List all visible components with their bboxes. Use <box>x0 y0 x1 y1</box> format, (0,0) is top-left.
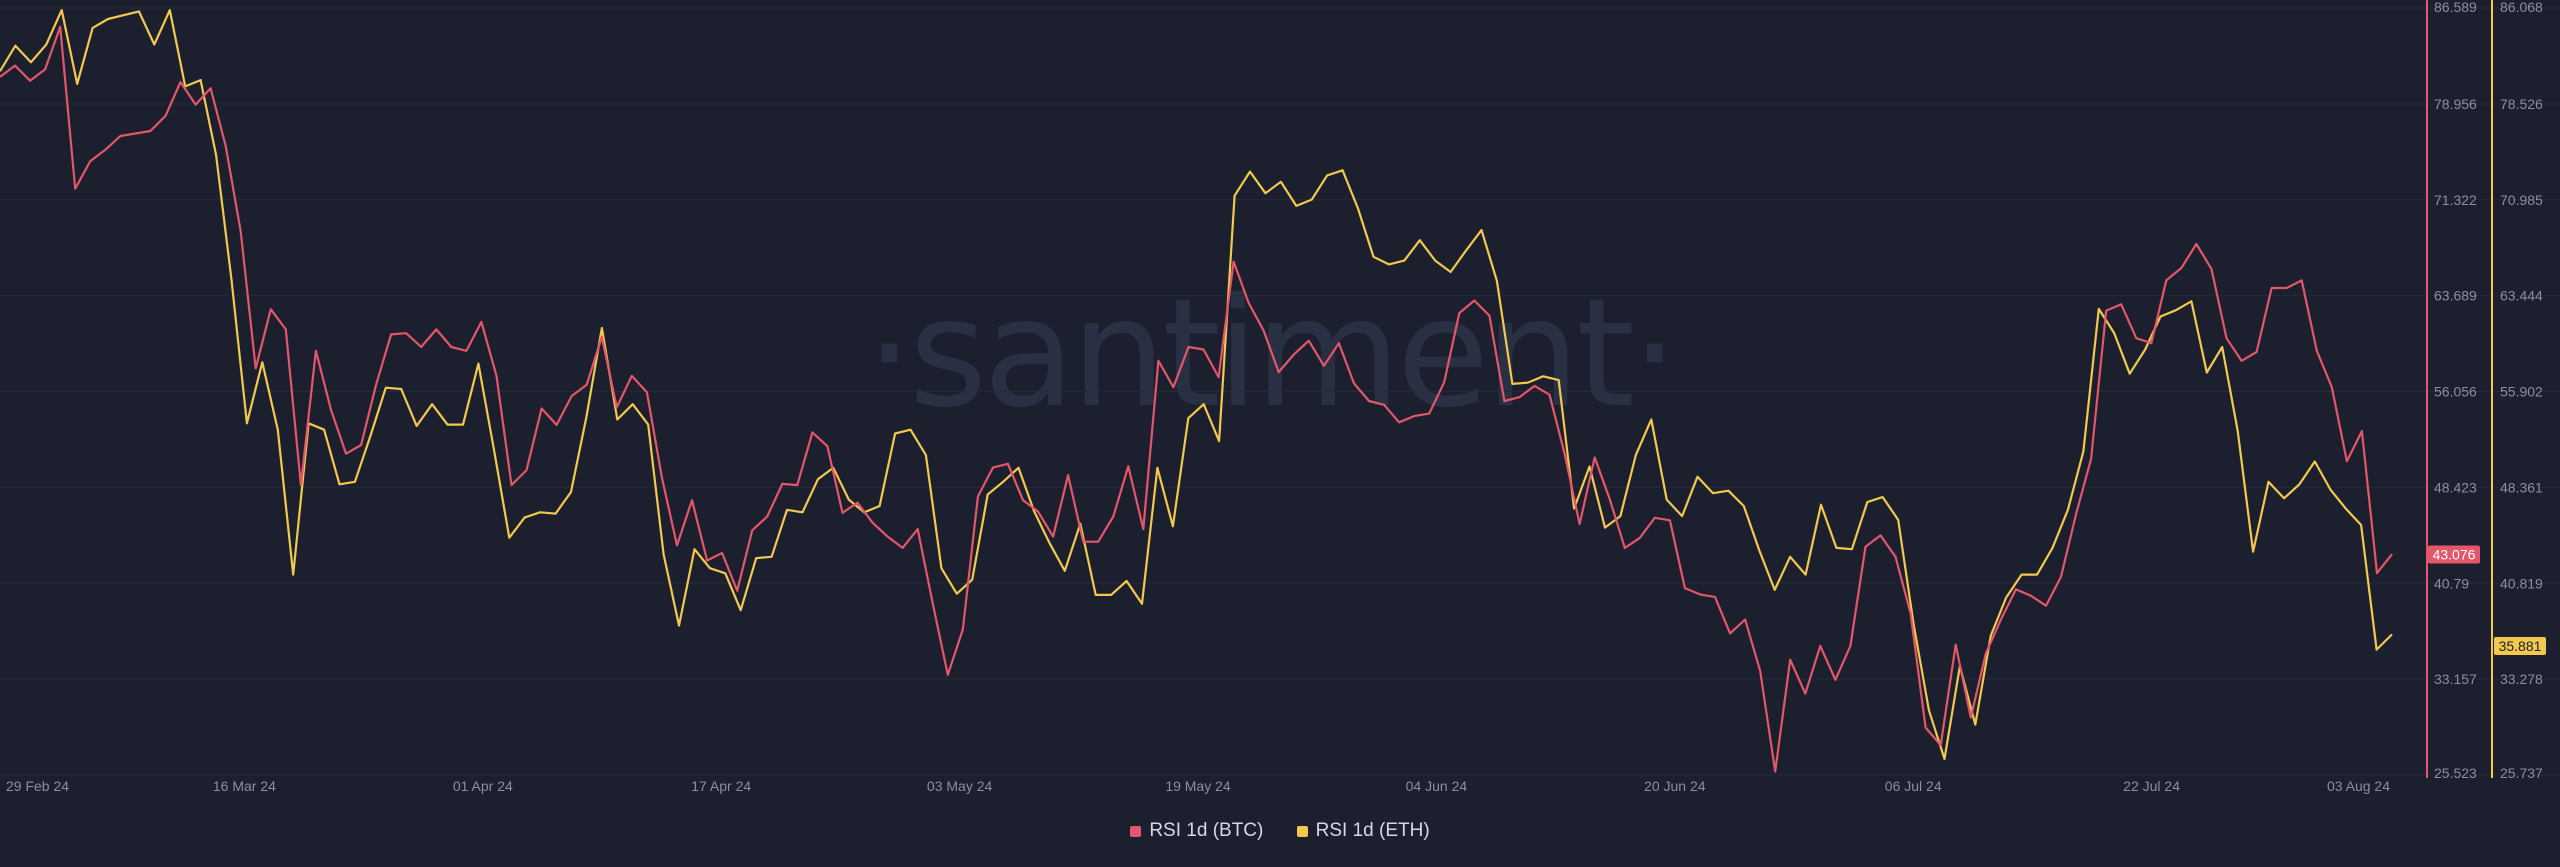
y-axes <box>2426 0 2493 778</box>
x-tick-label: 04 Jun 24 <box>1406 778 1468 794</box>
eth-tick-label: 63.444 <box>2500 288 2543 304</box>
legend: RSI 1d (BTC) RSI 1d (ETH) <box>0 820 2560 843</box>
eth-value-badge <box>2494 637 2546 656</box>
legend-label-btc: RSI 1d (BTC) <box>1149 820 1264 841</box>
eth-tick-label: 40.819 <box>2500 575 2543 591</box>
x-tick-label: 03 May 24 <box>927 778 993 794</box>
x-tick-label: 22 Jul 24 <box>2123 778 2180 794</box>
legend-item-btc[interactable]: RSI 1d (BTC) <box>1130 820 1263 842</box>
eth-tick-label: 25.737 <box>2500 765 2543 781</box>
btc-tick-label: 71.322 <box>2434 192 2477 208</box>
eth-tick-label: 78.526 <box>2500 96 2543 112</box>
btc-tick-label: 56.056 <box>2434 384 2477 400</box>
legend-swatch-btc <box>1130 825 1142 837</box>
legend-label-eth: RSI 1d (ETH) <box>1315 820 1430 841</box>
y-axis-labels: 86.589 78.956 71.322 63.689 56.056 48.423 40.7… <box>2428 0 2546 781</box>
x-tick-label: 20 Jun 24 <box>1644 778 1706 794</box>
x-axis-labels: 29 Feb 24 16 Mar 24 01 Apr 24 17 Apr 24 03 M… <box>6 778 2390 794</box>
x-tick-label: 03 Aug 24 <box>2327 778 2390 794</box>
x-tick-label: 29 Feb 24 <box>6 778 69 794</box>
x-tick-label: 06 Jul 24 <box>1885 778 1942 794</box>
grid <box>0 7 2560 776</box>
btc-value-badge <box>2428 545 2480 564</box>
btc-tick-label: 63.689 <box>2434 288 2477 304</box>
btc-tick-label: 48.423 <box>2434 479 2477 495</box>
btc-line <box>0 25 2393 773</box>
series-lines <box>0 9 2393 773</box>
btc-value-label: 43.076 <box>2433 547 2476 563</box>
btc-tick-label: 25.523 <box>2434 765 2477 781</box>
x-tick-label: 17 Apr 24 <box>691 778 751 794</box>
x-tick-label: 19 May 24 <box>1165 778 1231 794</box>
btc-tick-label: 78.956 <box>2434 96 2477 112</box>
x-tick-label: 16 Mar 24 <box>213 778 276 794</box>
eth-tick-label: 33.278 <box>2500 671 2543 687</box>
btc-tick-label: 86.589 <box>2434 0 2477 15</box>
watermark: ·santiment· <box>865 267 1674 441</box>
eth-tick-label: 48.361 <box>2500 479 2543 495</box>
eth-line <box>0 9 2393 761</box>
eth-tick-label: 55.902 <box>2500 384 2543 400</box>
eth-tick-label: 86.068 <box>2500 0 2543 15</box>
x-tick-label: 01 Apr 24 <box>453 778 513 794</box>
btc-tick-label: 40.79 <box>2434 575 2469 591</box>
btc-tick-label: 33.157 <box>2434 671 2477 687</box>
eth-value-label: 35.881 <box>2499 638 2542 654</box>
legend-item-eth[interactable]: RSI 1d (ETH) <box>1296 820 1430 842</box>
legend-swatch-eth <box>1296 825 1308 837</box>
eth-tick-label: 70.985 <box>2500 192 2543 208</box>
